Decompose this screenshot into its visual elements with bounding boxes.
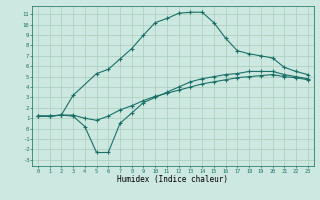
X-axis label: Humidex (Indice chaleur): Humidex (Indice chaleur) — [117, 175, 228, 184]
